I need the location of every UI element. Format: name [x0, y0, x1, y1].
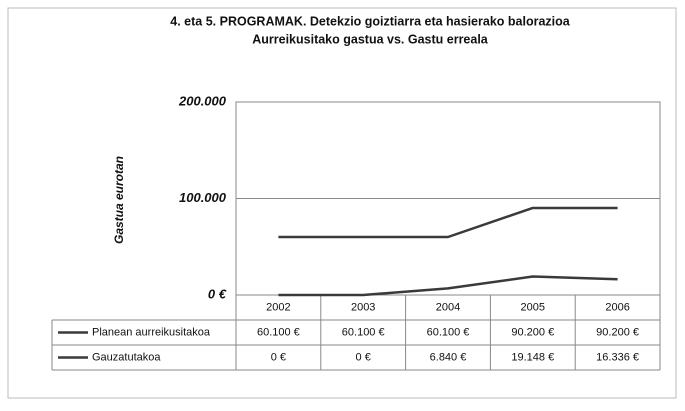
- chart-title: 4. eta 5. PROGRAMAK. Detekzio goiztiarra…: [170, 14, 570, 28]
- table-value: 90.200 €: [511, 326, 554, 338]
- legend-label: Planean aurreikusitakoa: [92, 326, 211, 338]
- table-value: 60.100 €: [257, 326, 300, 338]
- y-axis-label: Gastua eurotan: [112, 156, 126, 244]
- table-value: 0 €: [271, 351, 286, 363]
- table-value: 90.200 €: [596, 326, 639, 338]
- y-tick-label: 100.000: [179, 190, 227, 205]
- x-tick-label: 2002: [266, 301, 290, 313]
- table-value: 60.100 €: [342, 326, 385, 338]
- legend-label: Gauzatutakoa: [92, 351, 161, 363]
- x-tick-label: 2005: [521, 301, 545, 313]
- x-tick-label: 2003: [351, 301, 375, 313]
- y-tick-label: 0 €: [208, 286, 227, 301]
- line-series: [278, 206, 618, 239]
- table-value: 16.336 €: [596, 351, 639, 363]
- table-value: 0 €: [356, 351, 371, 363]
- chart-frame: [7, 7, 677, 399]
- x-tick-label: 2004: [436, 301, 460, 313]
- chart-subtitle: Aurreikusitako gastua vs. Gastu erreala: [252, 32, 489, 46]
- line-series: [278, 275, 618, 297]
- table-value: 19.148 €: [511, 351, 554, 363]
- table-value: 60.100 €: [427, 326, 470, 338]
- table-value: 6.840 €: [430, 351, 467, 363]
- y-tick-label: 200.000: [178, 93, 227, 108]
- x-tick-label: 2006: [605, 301, 629, 313]
